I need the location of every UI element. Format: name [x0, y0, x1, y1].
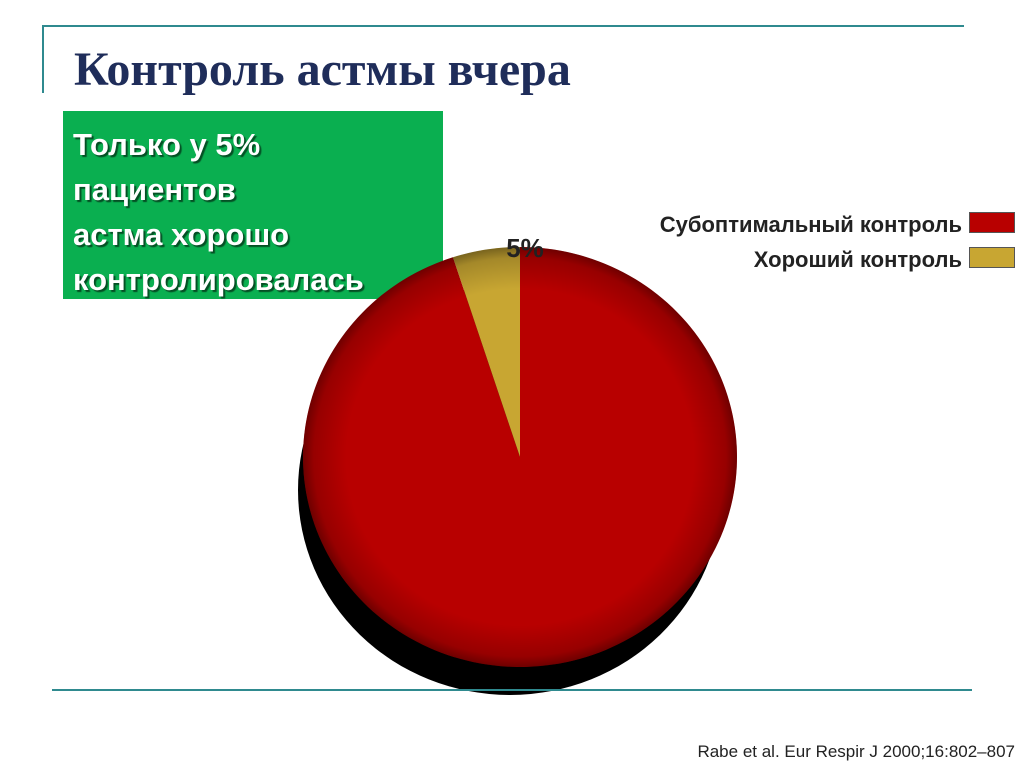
- callout-line-2: пациентов: [73, 172, 236, 207]
- legend-swatch-good: [969, 247, 1015, 268]
- callout-box: Только у 5% пациентов астма хорошо контр…: [63, 111, 443, 299]
- pie-rim-shade: [303, 247, 737, 667]
- source-citation: Rabe et al. Eur Respir J 2000;16:802–807: [697, 742, 1015, 761]
- callout-line-3: астма хорошо: [73, 217, 290, 252]
- callout-line-4: контролировалась: [73, 262, 364, 297]
- bottom-rule: [52, 689, 972, 691]
- top-rule: [42, 25, 964, 27]
- data-label-good-control: 5%: [506, 233, 544, 263]
- left-rule: [42, 25, 44, 93]
- slide-title: Контроль астмы вчера: [74, 43, 571, 96]
- callout-line-1: Только у 5%: [73, 127, 261, 162]
- legend-swatch-suboptimal: [969, 212, 1015, 233]
- legend-label-good: Хороший контроль: [753, 247, 962, 272]
- legend-label-suboptimal: Субоптимальный контроль: [659, 212, 962, 237]
